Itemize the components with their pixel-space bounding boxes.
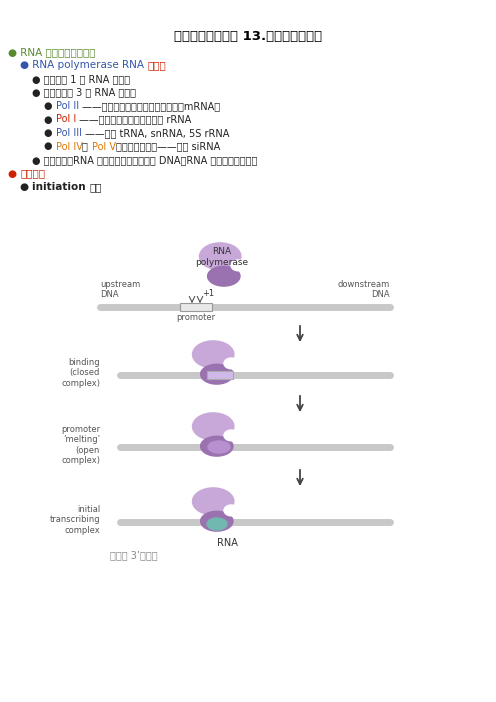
Ellipse shape <box>200 364 233 384</box>
Text: ●: ● <box>44 128 56 138</box>
Text: ●: ● <box>44 101 56 111</box>
Ellipse shape <box>208 441 230 453</box>
Text: 转录周期: 转录周期 <box>21 168 46 178</box>
Text: binding
(closed
complex): binding (closed complex) <box>61 358 100 388</box>
Text: 起始: 起始 <box>89 182 102 192</box>
Text: Pol V: Pol V <box>91 142 116 152</box>
Text: promoter: promoter <box>177 313 216 322</box>
Text: 只在植物中存在——转录 siRNA: 只在植物中存在——转录 siRNA <box>116 142 220 152</box>
Text: ——转录大多数蛋白质编码的基因（mRNA）: ——转录大多数蛋白质编码的基因（mRNA） <box>79 101 220 111</box>
Text: 聚合酶: 聚合酶 <box>147 60 166 70</box>
Text: +1: +1 <box>202 289 214 298</box>
Text: 和: 和 <box>82 142 91 152</box>
Text: ● 形似蟹蟹，RNA 聚合酶有多条通道允许 DNA、RNA 和核糖核苷酸进出: ● 形似蟹蟹，RNA 聚合酶有多条通道允许 DNA、RNA 和核糖核苷酸进出 <box>32 155 257 165</box>
Text: ●: ● <box>8 168 21 178</box>
Ellipse shape <box>200 511 233 531</box>
Text: Pol II: Pol II <box>56 101 79 111</box>
Text: Pol III: Pol III <box>56 128 82 138</box>
Ellipse shape <box>200 437 233 456</box>
Text: initiation: initiation <box>32 182 89 192</box>
Text: initial
transcribing
complex: initial transcribing complex <box>50 505 100 535</box>
Ellipse shape <box>224 358 239 369</box>
Text: upstream
DNA: upstream DNA <box>100 279 140 299</box>
Text: ——转录 tRNA, snRNA, 5S rRNA: ——转录 tRNA, snRNA, 5S rRNA <box>82 128 229 138</box>
Text: ●: ● <box>44 142 56 152</box>
Text: downstream
DNA: downstream DNA <box>338 279 390 299</box>
Text: ●: ● <box>44 114 56 124</box>
Ellipse shape <box>207 518 227 530</box>
Ellipse shape <box>224 430 239 441</box>
Text: （武汉大学）分子 13.转录知识点整理: （武汉大学）分子 13.转录知识点整理 <box>174 30 322 43</box>
Text: ● 真核细胞有 3 种 RNA 聚合酶: ● 真核细胞有 3 种 RNA 聚合酶 <box>32 88 136 98</box>
Ellipse shape <box>231 260 246 271</box>
Text: ● 细菌只有 1 种 RNA 聚合酶: ● 细菌只有 1 种 RNA 聚合酶 <box>32 74 130 84</box>
Ellipse shape <box>192 413 234 440</box>
Ellipse shape <box>208 266 240 286</box>
FancyBboxPatch shape <box>207 371 233 379</box>
Ellipse shape <box>199 243 241 270</box>
Text: 转录从 3’端延伸: 转录从 3’端延伸 <box>110 550 158 560</box>
Ellipse shape <box>192 341 234 368</box>
Ellipse shape <box>224 505 239 516</box>
Text: Pol IV: Pol IV <box>56 142 82 152</box>
Text: Pol I: Pol I <box>56 114 76 124</box>
Text: ● RNA 聚合酶和转录周期: ● RNA 聚合酶和转录周期 <box>8 47 96 57</box>
Text: RNA
polymerase: RNA polymerase <box>195 247 248 267</box>
Text: RNA: RNA <box>217 538 238 548</box>
Text: promoter
’melting’
(open
complex): promoter ’melting’ (open complex) <box>61 425 100 465</box>
FancyBboxPatch shape <box>180 303 212 311</box>
Text: ●: ● <box>20 182 32 192</box>
Text: ——转录大的核糖体前体基因 rRNA: ——转录大的核糖体前体基因 rRNA <box>76 114 191 124</box>
Text: ● RNA polymerase RNA: ● RNA polymerase RNA <box>20 60 147 70</box>
Ellipse shape <box>192 488 234 515</box>
